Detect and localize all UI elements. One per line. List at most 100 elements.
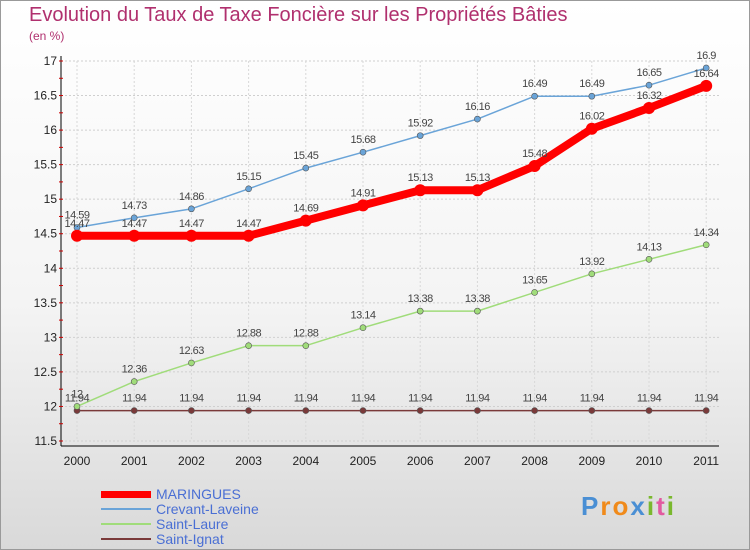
- data-point-3: [531, 407, 538, 414]
- data-point-0: [414, 184, 427, 197]
- data-label-3: 11.94: [236, 393, 261, 405]
- data-label-1: 16.65: [636, 67, 661, 79]
- data-label-1: 15.45: [293, 150, 318, 162]
- data-point-1: [130, 214, 138, 222]
- data-label-0: 15.13: [465, 172, 490, 184]
- data-point-3: [474, 407, 481, 414]
- data-label-1: 14.86: [179, 191, 204, 203]
- data-point-2: [130, 378, 138, 385]
- y-tick-label: 14.5: [34, 227, 58, 241]
- data-label-2: 14.13: [636, 241, 661, 253]
- x-tick-label: 2011: [693, 454, 719, 468]
- y-tick-label: 12.5: [34, 365, 58, 379]
- data-point-1: [416, 132, 424, 139]
- data-label-3: 11.94: [351, 393, 376, 405]
- legend-swatch-0: [101, 490, 151, 498]
- data-label-3: 11.94: [694, 393, 719, 405]
- data-label-0: 15.48: [522, 148, 547, 160]
- axes: 11.5 12 12.5 13 13.5 14 14.5 15 15.5 16 16.5 17 2000…: [34, 54, 720, 468]
- data-point-0: [357, 199, 369, 212]
- data-label-3: 11.94: [122, 393, 147, 405]
- data-point-1: [588, 92, 596, 100]
- data-label-0: 14.47: [122, 218, 147, 230]
- logo-letter: x: [630, 491, 647, 521]
- data-label-1: 14.59: [64, 210, 89, 222]
- y-tick-label: 12: [44, 399, 58, 413]
- data-point-1: [359, 148, 367, 156]
- data-label-1: 15.92: [408, 118, 433, 130]
- data-point-2: [302, 342, 310, 349]
- data-point-0: [242, 229, 255, 242]
- data-point-0: [185, 229, 198, 242]
- data-point-3: [245, 407, 252, 414]
- series-line-2: [76, 244, 707, 408]
- data-label-3: 11.94: [65, 393, 90, 405]
- x-tick-label: 2005: [350, 454, 377, 468]
- y-tick-label: 14: [44, 261, 58, 275]
- x-tick-label: 2000: [64, 454, 91, 468]
- data-label-2: 13.14: [350, 310, 375, 322]
- data-label-3: 11.94: [408, 393, 433, 405]
- logo-letter: i: [666, 491, 676, 521]
- data-label-0: 16.32: [636, 90, 661, 102]
- series-line-1: [76, 67, 707, 229]
- data-point-1: [531, 92, 538, 100]
- logo-letter: P: [581, 491, 601, 521]
- x-tick-label: 2010: [636, 454, 663, 468]
- y-tick-label: 16: [44, 123, 58, 137]
- x-tick-label: 2002: [178, 454, 205, 468]
- data-label-0: 16.64: [694, 68, 719, 80]
- data-point-0: [128, 229, 141, 242]
- data-point-2: [588, 270, 596, 278]
- data-label-2: 13.38: [465, 293, 490, 305]
- data-point-2: [188, 359, 195, 367]
- data-label-2: 12.88: [293, 328, 318, 340]
- data-label-2: 13.38: [408, 293, 433, 305]
- data-point-2: [702, 241, 710, 249]
- y-tick-label: 13: [44, 330, 58, 344]
- y-tick-label: 15.5: [34, 158, 58, 172]
- legend-label-0: MARINGUES: [156, 486, 241, 502]
- data-point-2: [474, 307, 481, 315]
- data-point-3: [588, 407, 596, 414]
- data-point-3: [188, 407, 195, 414]
- legend-label-1: Crevant-Laveine: [156, 501, 259, 517]
- logo-letter: t: [656, 491, 667, 521]
- legend-swatch-3: [101, 538, 151, 540]
- data-label-1: 15.15: [236, 171, 261, 183]
- data-point-3: [702, 407, 710, 414]
- data-label-0: 14.69: [293, 203, 318, 215]
- grid: [61, 60, 719, 442]
- data-label-2: 13.65: [522, 274, 547, 286]
- data-point-1: [702, 64, 710, 72]
- data-point-1: [645, 81, 653, 89]
- data-label-3: 11.94: [637, 393, 662, 405]
- data-label-1: 16.49: [579, 78, 604, 90]
- legend-swatch-2: [101, 523, 151, 525]
- y-tick-label: 15: [44, 192, 58, 206]
- x-tick-label: 2003: [235, 454, 262, 468]
- data-label-1: 16.49: [522, 78, 547, 90]
- data-point-3: [302, 407, 310, 414]
- data-label-2: 12.88: [236, 328, 261, 340]
- data-label-3: 11.94: [522, 393, 547, 405]
- data-label-0: 14.91: [350, 187, 375, 199]
- data-label-2: 12.36: [122, 364, 147, 376]
- data-point-2: [359, 324, 367, 331]
- x-tick-label: 2007: [464, 454, 491, 468]
- series-group: [71, 64, 713, 414]
- data-point-2: [416, 307, 424, 315]
- logo-letter: o: [612, 491, 631, 521]
- data-point-1: [188, 205, 195, 213]
- data-label-1: 15.68: [350, 134, 375, 146]
- data-label-0: 14.47: [64, 218, 89, 230]
- data-point-1: [245, 185, 252, 193]
- data-label-0: 14.47: [236, 218, 261, 230]
- logo-letter: i: [646, 491, 657, 521]
- data-point-0: [700, 79, 713, 92]
- data-label-2: 12.63: [179, 345, 204, 357]
- x-tick-label: 2008: [521, 454, 548, 468]
- y-tick-label: 13.5: [34, 296, 58, 310]
